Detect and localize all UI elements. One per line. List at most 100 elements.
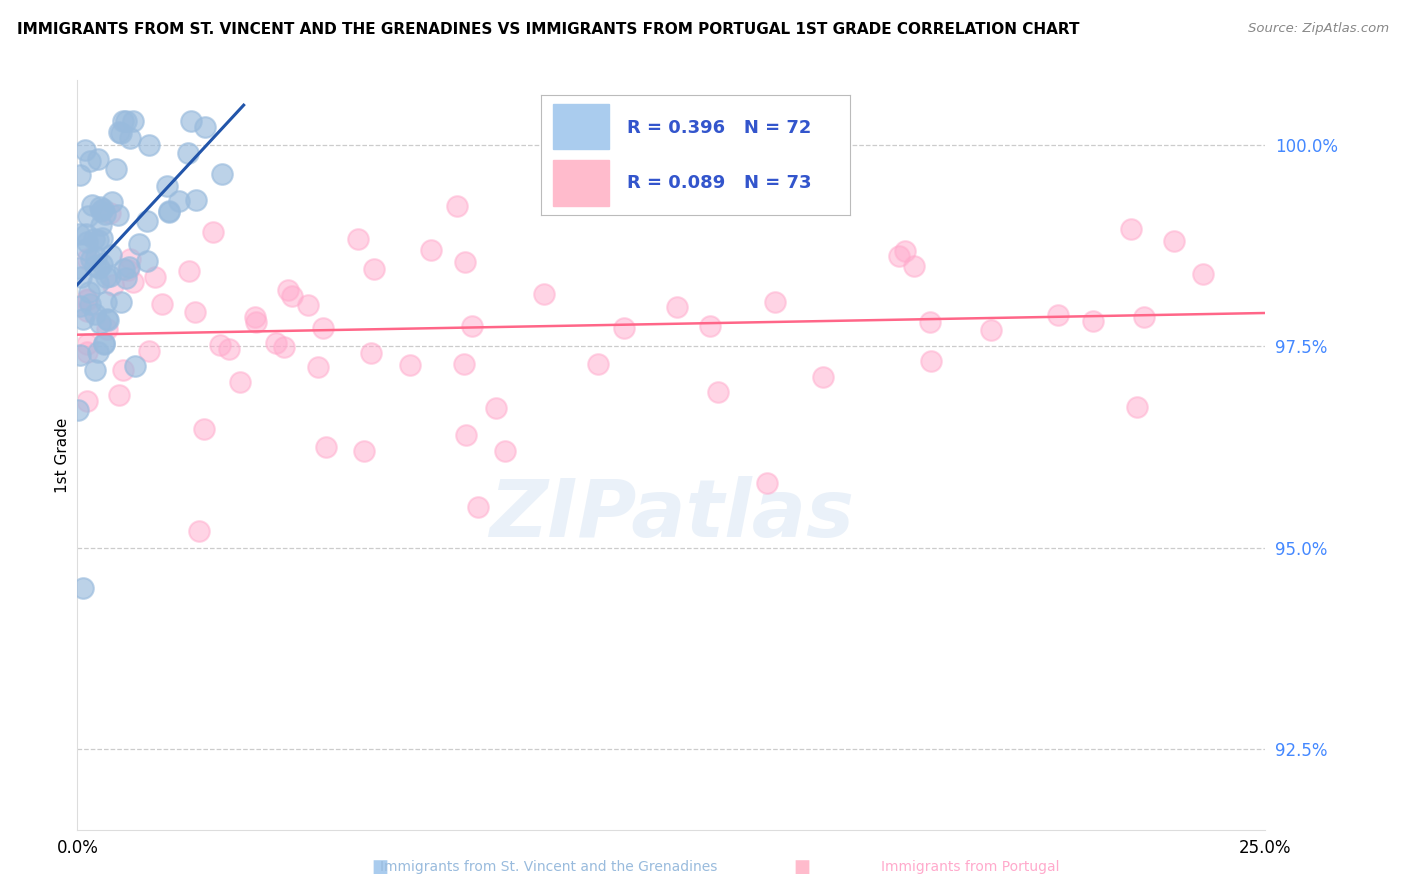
Point <box>312 321 335 335</box>
Point <box>920 315 942 329</box>
Point <box>494 443 516 458</box>
Point <box>73 143 96 157</box>
Point <box>89 316 111 330</box>
Point <box>980 323 1002 337</box>
Point <box>143 270 166 285</box>
Point <box>70 269 93 284</box>
Point <box>104 162 127 177</box>
Point <box>467 500 489 515</box>
Point <box>76 252 98 267</box>
Point <box>707 384 730 399</box>
Point <box>91 202 114 216</box>
Point <box>80 252 103 267</box>
Point <box>903 260 925 274</box>
Point <box>87 276 110 290</box>
Point <box>67 227 90 241</box>
Point <box>307 360 329 375</box>
Text: ■: ■ <box>371 858 388 876</box>
Point <box>79 297 101 311</box>
Point <box>211 167 233 181</box>
Point <box>1046 308 1069 322</box>
Point <box>77 285 100 300</box>
Point <box>1081 314 1104 328</box>
Point <box>112 262 135 277</box>
Point <box>90 203 112 218</box>
Point <box>76 209 98 223</box>
Point <box>110 126 132 140</box>
Text: Immigrants from St. Vincent and the Grenadines: Immigrants from St. Vincent and the Gren… <box>380 860 717 874</box>
Point <box>1192 267 1215 281</box>
Point <box>150 297 173 311</box>
Text: ■: ■ <box>793 858 810 876</box>
Point <box>94 270 117 285</box>
Point <box>138 137 160 152</box>
Point <box>94 207 117 221</box>
Y-axis label: 1st Grade: 1st Grade <box>55 417 70 492</box>
Point <box>83 307 105 321</box>
Point <box>75 227 97 241</box>
Point <box>887 249 910 263</box>
Point <box>157 205 180 219</box>
Point <box>122 113 145 128</box>
Point <box>94 295 117 310</box>
Point <box>177 264 200 278</box>
Point <box>588 357 610 371</box>
Point <box>353 444 375 458</box>
Point <box>1125 400 1147 414</box>
Point <box>75 242 97 256</box>
Point <box>218 342 240 356</box>
Text: ZIPatlas: ZIPatlas <box>489 475 853 554</box>
Point <box>84 250 107 264</box>
Point <box>128 237 150 252</box>
Point <box>613 320 636 334</box>
Point <box>101 278 124 293</box>
Point <box>118 260 141 274</box>
Point <box>920 354 942 368</box>
Point <box>107 208 129 222</box>
Point <box>72 581 94 595</box>
Point <box>93 335 115 350</box>
Point <box>167 194 190 208</box>
Point <box>360 346 382 360</box>
Point <box>666 300 689 314</box>
Point <box>76 336 98 351</box>
Point <box>76 293 98 307</box>
Point <box>184 193 207 207</box>
Point <box>229 376 252 390</box>
Point <box>756 476 779 491</box>
Point <box>112 363 135 377</box>
Text: IMMIGRANTS FROM ST. VINCENT AND THE GRENADINES VS IMMIGRANTS FROM PORTUGAL 1ST G: IMMIGRANTS FROM ST. VINCENT AND THE GREN… <box>17 22 1080 37</box>
Point <box>194 120 217 135</box>
Point <box>84 363 107 377</box>
Point <box>893 244 915 258</box>
Point <box>243 310 266 324</box>
Point <box>135 214 157 228</box>
Point <box>120 131 142 145</box>
Point <box>699 319 721 334</box>
Point <box>297 298 319 312</box>
Point <box>281 289 304 303</box>
Point <box>273 340 295 354</box>
Point <box>89 261 111 276</box>
Point <box>277 283 299 297</box>
Point <box>157 203 180 218</box>
Point <box>124 359 146 374</box>
Point <box>90 218 112 232</box>
Point <box>90 231 112 245</box>
Point <box>346 232 368 246</box>
Point <box>114 271 136 285</box>
Point <box>98 269 121 284</box>
Point <box>79 153 101 168</box>
Point <box>193 422 215 436</box>
Point <box>315 440 337 454</box>
Point <box>83 232 105 246</box>
Point <box>93 336 115 351</box>
Point <box>76 304 98 318</box>
Point <box>108 388 131 402</box>
Point <box>108 125 131 139</box>
Point <box>446 199 468 213</box>
Point <box>76 393 98 408</box>
Point <box>184 305 207 319</box>
Point <box>461 318 484 333</box>
Point <box>101 194 124 209</box>
